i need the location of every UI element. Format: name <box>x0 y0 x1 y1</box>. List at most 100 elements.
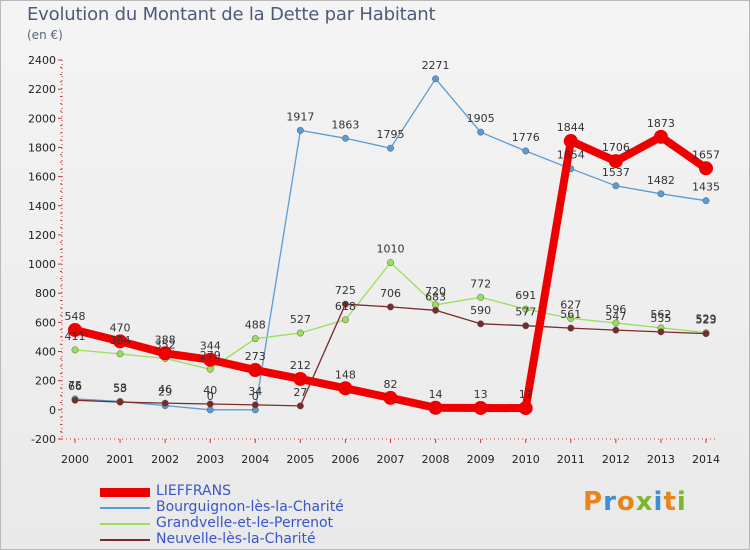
data-label: 691 <box>515 289 536 302</box>
data-label: 27 <box>293 386 307 399</box>
data-point <box>477 128 485 136</box>
data-label: 46 <box>158 383 172 396</box>
chart-unit-label: (en €) <box>27 28 63 42</box>
data-label: 29 <box>158 386 172 399</box>
legend-label: Bourguignon-lès-la-Charité <box>156 499 344 515</box>
data-label: 1863 <box>331 118 359 131</box>
data-point <box>71 396 79 404</box>
data-label: 34 <box>248 385 262 398</box>
legend-swatch <box>100 488 150 497</box>
y-tick-label: 1200 <box>28 229 56 242</box>
chart-title: Evolution du Montant de la Dette par Hab… <box>27 4 436 25</box>
data-label: 273 <box>245 350 266 363</box>
data-point <box>248 363 263 378</box>
x-tick-label: 2005 <box>286 453 314 466</box>
data-label: 547 <box>605 310 626 323</box>
y-tick-label: 1600 <box>28 171 56 184</box>
data-label: 1873 <box>647 117 675 130</box>
chart-axes: -200020040060080010001200140016001800200… <box>28 54 720 466</box>
y-tick-label: 1800 <box>28 141 56 154</box>
data-label: 1482 <box>647 174 675 187</box>
data-point <box>341 316 349 324</box>
data-label: 1795 <box>377 128 405 141</box>
data-label: 384 <box>110 334 131 347</box>
legend-swatch <box>100 523 150 525</box>
x-tick-label: 2000 <box>61 453 89 466</box>
y-tick-label: 1400 <box>28 200 56 213</box>
x-tick-label: 2011 <box>557 453 585 466</box>
data-point <box>432 306 440 314</box>
data-label: 706 <box>380 287 401 300</box>
data-label: 470 <box>110 321 131 334</box>
data-point <box>432 75 440 83</box>
data-label: 279 <box>200 349 221 362</box>
data-point <box>563 134 578 149</box>
data-label: 0 <box>252 390 259 403</box>
data-label: 1654 <box>557 149 585 162</box>
y-tick-label: -200 <box>31 433 56 446</box>
data-label: 212 <box>290 359 311 372</box>
data-label: 561 <box>560 308 581 321</box>
data-label: 618 <box>335 300 356 313</box>
y-tick-label: 600 <box>35 316 56 329</box>
x-tick-label: 2004 <box>241 453 269 466</box>
data-point <box>522 147 530 155</box>
data-point <box>71 346 79 354</box>
data-label: 40 <box>203 384 217 397</box>
y-tick-label: 200 <box>35 375 56 388</box>
data-point <box>116 350 124 358</box>
data-point <box>251 401 259 409</box>
data-label: 627 <box>560 298 581 311</box>
data-point <box>206 406 214 414</box>
data-label: 66 <box>68 380 82 393</box>
data-point <box>702 197 710 205</box>
data-label: 523 <box>696 314 717 327</box>
data-label: 720 <box>425 285 446 298</box>
legend-label: LIEFFRANS <box>156 483 231 499</box>
data-point <box>251 335 259 343</box>
data-point <box>387 259 394 267</box>
series-0 <box>68 129 713 416</box>
data-label: 725 <box>335 284 356 297</box>
chart-series <box>68 75 713 416</box>
data-point <box>206 400 214 408</box>
data-label: 2271 <box>422 59 450 72</box>
data-label: 1537 <box>602 166 630 179</box>
data-label: 1435 <box>692 181 720 194</box>
legend-label: Grandvelle-et-le-Perrenot <box>156 515 334 531</box>
data-label: 75 <box>68 379 82 392</box>
data-point <box>657 190 665 198</box>
data-point <box>612 182 620 190</box>
y-tick-label: 2200 <box>28 83 56 96</box>
data-point <box>116 398 124 406</box>
data-point <box>608 154 623 169</box>
data-point <box>341 300 349 308</box>
data-label: 82 <box>384 378 398 391</box>
data-label: 1706 <box>602 141 630 154</box>
data-label: 527 <box>290 313 311 326</box>
data-point <box>383 390 398 405</box>
data-label: 577 <box>515 306 536 319</box>
x-tick-label: 2013 <box>647 453 675 466</box>
x-tick-label: 2002 <box>151 453 179 466</box>
data-point <box>387 303 394 311</box>
data-point <box>612 326 620 334</box>
proxiti-logo: Proxiti <box>583 487 687 517</box>
data-label: 562 <box>650 308 671 321</box>
data-label: 772 <box>470 277 491 290</box>
data-label: 683 <box>425 290 446 303</box>
data-point <box>161 399 169 407</box>
data-point <box>477 293 485 301</box>
data-point <box>387 144 394 152</box>
data-label: 13 <box>474 388 488 401</box>
data-label: 535 <box>650 312 671 325</box>
data-point <box>657 328 665 336</box>
data-label: 548 <box>65 310 86 323</box>
data-point <box>522 305 530 313</box>
data-point <box>296 329 304 337</box>
data-label: 1844 <box>557 121 585 134</box>
x-tick-label: 2009 <box>467 453 495 466</box>
data-label: 53 <box>113 382 127 395</box>
